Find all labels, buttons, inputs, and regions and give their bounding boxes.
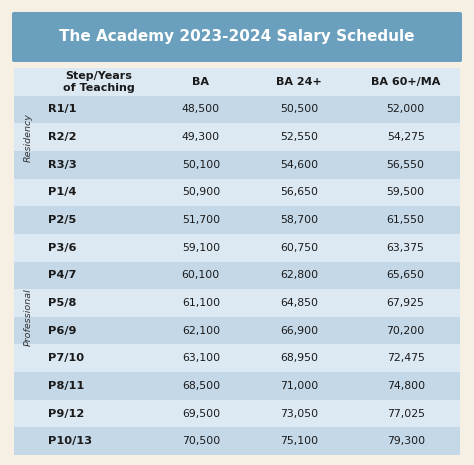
Bar <box>14 179 460 206</box>
Text: 62,100: 62,100 <box>182 326 220 336</box>
Text: Professional: Professional <box>24 288 33 345</box>
Bar <box>14 427 460 455</box>
Text: 51,700: 51,700 <box>182 215 220 225</box>
Text: 54,275: 54,275 <box>387 132 425 142</box>
Bar <box>14 68 460 96</box>
Text: 56,650: 56,650 <box>280 187 318 198</box>
Text: P5/8: P5/8 <box>48 298 76 308</box>
Text: R2/2: R2/2 <box>48 132 76 142</box>
Bar <box>14 289 460 317</box>
Text: 70,200: 70,200 <box>386 326 425 336</box>
Text: 74,800: 74,800 <box>387 381 425 391</box>
Text: 65,650: 65,650 <box>387 270 425 280</box>
Text: R3/3: R3/3 <box>48 160 77 170</box>
Text: 61,550: 61,550 <box>387 215 425 225</box>
Bar <box>14 317 460 345</box>
Text: 64,850: 64,850 <box>280 298 318 308</box>
Text: BA 24+: BA 24+ <box>276 77 322 87</box>
Text: 50,500: 50,500 <box>280 105 318 114</box>
Text: 68,950: 68,950 <box>280 353 318 363</box>
Text: P6/9: P6/9 <box>48 326 76 336</box>
Text: 71,000: 71,000 <box>280 381 318 391</box>
Text: 77,025: 77,025 <box>387 409 425 418</box>
Text: 63,100: 63,100 <box>182 353 220 363</box>
Bar <box>14 123 460 151</box>
Text: 61,100: 61,100 <box>182 298 220 308</box>
FancyBboxPatch shape <box>12 12 462 62</box>
Text: BA: BA <box>192 77 210 87</box>
Text: P3/6: P3/6 <box>48 243 76 252</box>
Text: 70,500: 70,500 <box>182 436 220 446</box>
Text: BA 60+/MA: BA 60+/MA <box>371 77 440 87</box>
Text: 50,900: 50,900 <box>182 187 220 198</box>
Text: 59,500: 59,500 <box>387 187 425 198</box>
Text: 60,750: 60,750 <box>280 243 318 252</box>
Text: The Academy 2023-2024 Salary Schedule: The Academy 2023-2024 Salary Schedule <box>59 29 415 45</box>
Text: P1/4: P1/4 <box>48 187 76 198</box>
Text: 52,000: 52,000 <box>386 105 425 114</box>
Bar <box>14 400 460 427</box>
Text: 68,500: 68,500 <box>182 381 220 391</box>
Bar <box>14 234 460 261</box>
Text: P2/5: P2/5 <box>48 215 76 225</box>
Bar <box>14 372 460 400</box>
Text: 72,475: 72,475 <box>387 353 425 363</box>
Text: 52,550: 52,550 <box>280 132 318 142</box>
Text: 49,300: 49,300 <box>182 132 220 142</box>
Text: 79,300: 79,300 <box>387 436 425 446</box>
Bar <box>14 206 460 234</box>
Text: Step/Years
of Teaching: Step/Years of Teaching <box>63 71 134 93</box>
Text: 75,100: 75,100 <box>280 436 318 446</box>
Text: 60,100: 60,100 <box>182 270 220 280</box>
Text: P7/10: P7/10 <box>48 353 84 363</box>
Text: Residency: Residency <box>24 113 33 161</box>
Text: 66,900: 66,900 <box>280 326 318 336</box>
Bar <box>14 96 460 123</box>
Text: 50,100: 50,100 <box>182 160 220 170</box>
Text: P10/13: P10/13 <box>48 436 92 446</box>
Text: 62,800: 62,800 <box>280 270 318 280</box>
Text: 58,700: 58,700 <box>280 215 318 225</box>
Text: 59,100: 59,100 <box>182 243 220 252</box>
Text: 56,550: 56,550 <box>387 160 425 170</box>
Text: 63,375: 63,375 <box>387 243 425 252</box>
Text: 69,500: 69,500 <box>182 409 220 418</box>
Bar <box>14 151 460 179</box>
Text: P4/7: P4/7 <box>48 270 76 280</box>
Bar <box>14 345 460 372</box>
Text: 54,600: 54,600 <box>280 160 318 170</box>
Text: 48,500: 48,500 <box>182 105 220 114</box>
Bar <box>14 261 460 289</box>
Text: P8/11: P8/11 <box>48 381 84 391</box>
Text: 73,050: 73,050 <box>280 409 318 418</box>
Text: R1/1: R1/1 <box>48 105 76 114</box>
Text: P9/12: P9/12 <box>48 409 84 418</box>
Text: 67,925: 67,925 <box>387 298 425 308</box>
